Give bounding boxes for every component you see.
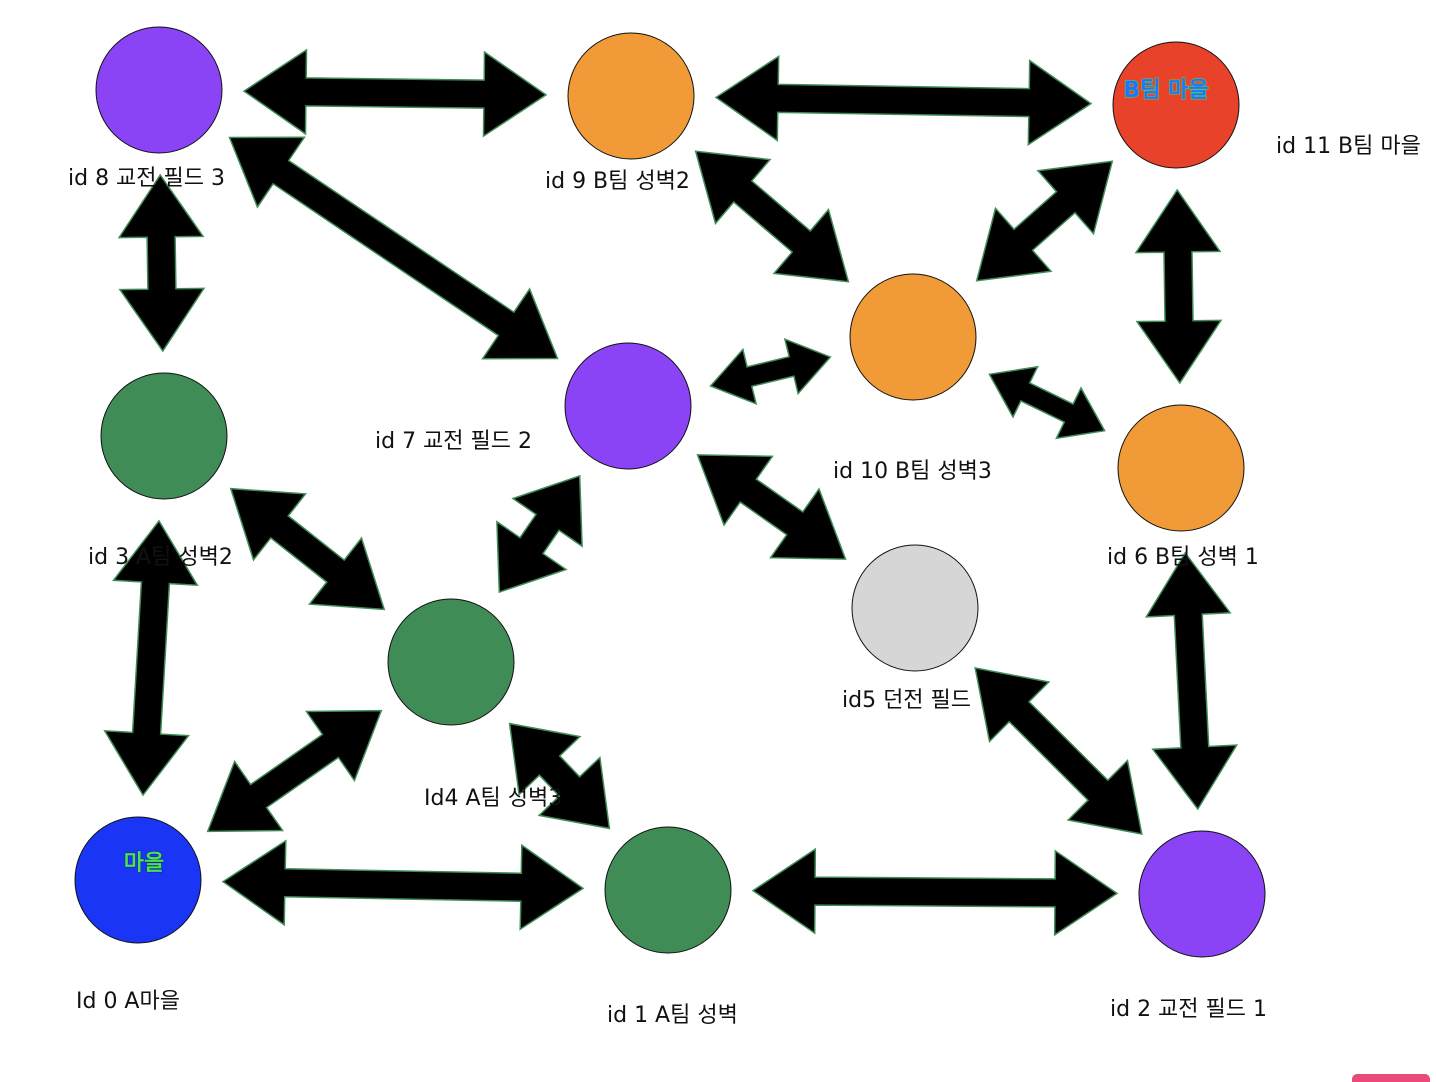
- edges-layer: [103, 48, 1239, 937]
- node-label-n3: id 3 A팀 성벽2: [88, 545, 233, 570]
- edge-arrow-n1-n2: [751, 847, 1119, 937]
- edge-arrow-n4-n0: [206, 709, 383, 833]
- node-label-n11: id 11 B팀 마을: [1276, 134, 1421, 159]
- edge-arrow-n11-n10: [975, 160, 1114, 282]
- edge-arrow-n5-n2: [974, 667, 1143, 835]
- corner-tab[interactable]: [1352, 1074, 1430, 1082]
- node-n6[interactable]: [1117, 404, 1245, 532]
- node-label-n6: id 6 B팀 성벽 1: [1107, 545, 1259, 570]
- edge-arrow-n6-n2: [1144, 551, 1239, 811]
- edge-arrow-n8-n7: [228, 136, 559, 360]
- nodes-layer: [74, 26, 1266, 958]
- node-label-n10: id 10 B팀 성벽3: [833, 459, 992, 484]
- edge-arrow-n7-n5: [696, 454, 847, 560]
- node-label-n5: id5 던전 필드: [842, 688, 971, 713]
- node-n10[interactable]: [849, 273, 977, 401]
- edge-arrow-n0-n1: [221, 839, 585, 931]
- node-label-n0: Id 0 A마을: [76, 989, 180, 1014]
- edge-arrow-n4-n1: [508, 722, 611, 830]
- node-n4[interactable]: [387, 598, 515, 726]
- edge-arrow-n11-n6: [1134, 188, 1223, 385]
- node-n2[interactable]: [1138, 830, 1266, 958]
- edge-arrow-n8-n9: [242, 48, 548, 138]
- node-label-n1: id 1 A팀 성벽: [607, 1003, 738, 1028]
- node-inner-label-n11: B팀 마을: [1123, 78, 1208, 103]
- node-label-n8: id 8 교전 필드 3: [68, 166, 225, 191]
- edge-arrow-n4-n7: [496, 474, 583, 594]
- edge-arrow-n9-n10: [694, 150, 850, 283]
- node-label-n7: id 7 교전 필드 2: [375, 429, 532, 454]
- edge-arrow-n7-n10: [709, 337, 832, 406]
- node-n8[interactable]: [95, 26, 223, 154]
- node-n11[interactable]: [1112, 41, 1240, 169]
- edge-arrow-n9-n11: [714, 54, 1093, 147]
- node-label-n9: id 9 B팀 성벽2: [545, 169, 690, 194]
- node-n3[interactable]: [100, 372, 228, 500]
- node-n1[interactable]: [604, 826, 732, 954]
- edge-arrow-n10-n6: [988, 365, 1106, 440]
- labels-layer: 마을 Id 0 A마을 id 1 A팀 성벽 id 2 교전 필드 1 id 3 A팀 …: [68, 78, 1421, 1029]
- node-label-n2: id 2 교전 필드 1: [1110, 997, 1267, 1022]
- edge-arrow-n8-n3: [117, 173, 206, 353]
- node-n9[interactable]: [567, 32, 695, 160]
- node-inner-label-n0: 마을: [124, 851, 164, 876]
- edge-arrow-n3-n4: [229, 487, 386, 611]
- edge-arrow-n3-n0: [103, 519, 199, 797]
- node-label-n4: Id4 A팀 성벽3: [424, 786, 562, 811]
- node-n5[interactable]: [851, 544, 979, 672]
- node-n7[interactable]: [564, 342, 692, 470]
- node-n0[interactable]: [74, 816, 202, 944]
